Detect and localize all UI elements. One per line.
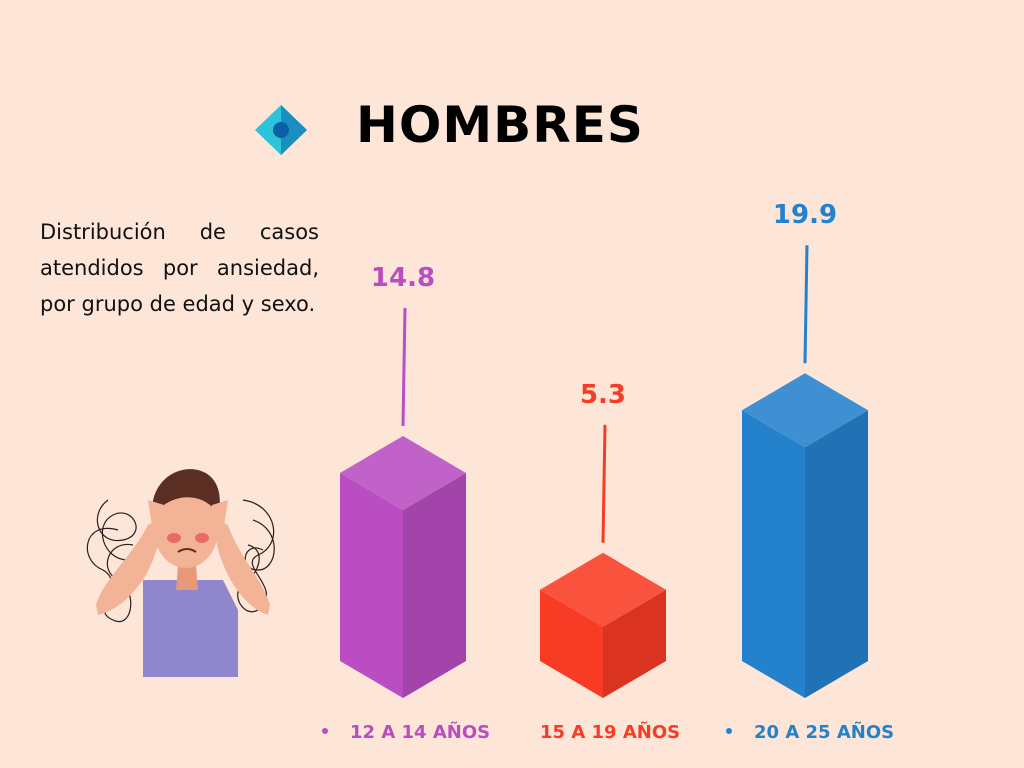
category-text: 20 A 25 AÑOS: [754, 722, 895, 743]
value-leader-line: [803, 245, 809, 364]
category-text: 12 A 14 AÑOS: [350, 722, 491, 743]
page-title: HOMBRES: [356, 96, 644, 154]
value-label: 5.3: [579, 379, 627, 410]
bar-left-face: [540, 589, 603, 698]
chart-description: Distribución de casos atendidos por ansi…: [40, 220, 319, 316]
value-leader-line: [601, 424, 607, 543]
legend-bullet: [322, 728, 328, 734]
bar-right-face: [805, 410, 868, 698]
bar-right-face: [603, 589, 666, 698]
bar-left-face: [340, 472, 403, 698]
anxious-person-icon: [86, 469, 275, 677]
category-label: 15 A 19 AÑOS: [540, 722, 680, 743]
header: HOMBRES: [0, 0, 1024, 200]
value-label: 14.8: [370, 262, 436, 293]
value-label: 19.9: [772, 200, 838, 231]
category-label: 12 A 14 AÑOS: [322, 722, 490, 743]
legend-bullet: [726, 728, 732, 734]
bar-left-face: [742, 410, 805, 698]
bar-top-face: [742, 373, 868, 448]
bar-top-face: [340, 435, 466, 510]
bar-right-face: [403, 472, 466, 698]
bar-top-face: [540, 552, 666, 627]
diamond-icon: [255, 105, 307, 155]
category-text: 15 A 19 AÑOS: [540, 722, 681, 743]
category-label: 20 A 25 AÑOS: [726, 722, 894, 743]
value-leader-line: [401, 307, 407, 426]
